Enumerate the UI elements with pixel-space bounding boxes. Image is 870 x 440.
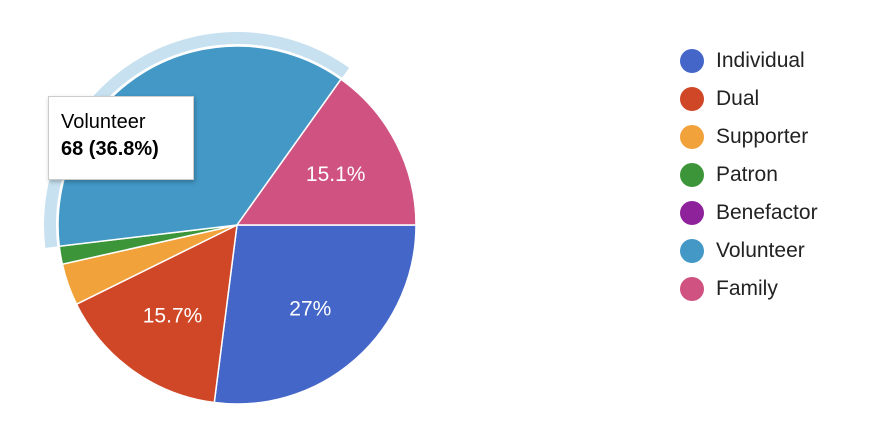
legend-swatch	[680, 125, 704, 149]
legend-label: Dual	[716, 87, 760, 110]
legend-item-benefactor[interactable]: Benefactor	[680, 194, 818, 232]
tooltip: Volunteer 68 (36.8%)	[48, 96, 194, 180]
pie-slice-dual[interactable]	[75, 223, 238, 404]
slice-label-family: 15.1%	[306, 163, 366, 186]
slice-label-dual: 15.7%	[143, 304, 203, 327]
legend-swatch	[680, 201, 704, 225]
legend-swatch	[680, 163, 704, 187]
tooltip-value: 68 (36.8%)	[61, 138, 159, 160]
legend-label: Benefactor	[716, 201, 818, 224]
pie-slice-individual[interactable]	[213, 224, 417, 405]
legend-label: Family	[716, 277, 778, 300]
legend-label: Volunteer	[716, 239, 805, 262]
legend-label: Patron	[716, 163, 778, 186]
legend-item-family[interactable]: Family	[680, 270, 818, 308]
legend-swatch	[680, 87, 704, 111]
legend-swatch	[680, 49, 704, 73]
tooltip-series-name: Volunteer	[61, 111, 146, 133]
legend-label: Individual	[716, 49, 805, 72]
legend-item-supporter[interactable]: Supporter	[680, 118, 818, 156]
legend-label: Supporter	[716, 125, 809, 148]
legend-item-volunteer[interactable]: Volunteer	[680, 232, 818, 270]
highlight-ring	[43, 32, 350, 248]
legend: Individual Dual Supporter Patron Benefac…	[680, 42, 818, 308]
legend-item-patron[interactable]: Patron	[680, 156, 818, 194]
legend-item-individual[interactable]: Individual	[680, 42, 818, 80]
pie-slice-family[interactable]	[235, 78, 417, 226]
slice-label-individual: 27%	[289, 297, 331, 320]
legend-item-dual[interactable]: Dual	[680, 80, 818, 118]
legend-swatch	[680, 239, 704, 263]
legend-swatch	[680, 277, 704, 301]
